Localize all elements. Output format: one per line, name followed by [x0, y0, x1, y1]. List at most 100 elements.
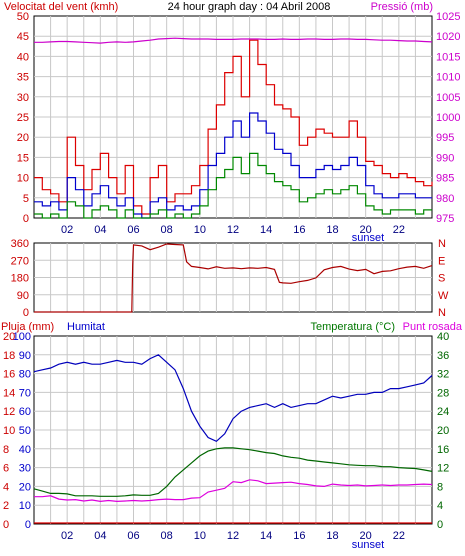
humidity-tick-label: 10 — [19, 500, 31, 512]
temperature-tick-label: 20 — [437, 425, 449, 437]
rain-tick-label: 16 — [3, 369, 15, 381]
wind-x-tick-label: 14 — [260, 224, 272, 236]
humidity-x-tick-label: 14 — [260, 530, 272, 542]
temperature-tick-label: 16 — [437, 444, 449, 456]
pressure-tick-label: 985 — [436, 173, 454, 185]
wind-tick-label: 10 — [17, 173, 29, 185]
rain-tick-label: 4 — [3, 481, 9, 493]
pressure-tick-label: 1000 — [436, 112, 460, 124]
humidity-tick-label: 50 — [19, 425, 31, 437]
humidity-x-tick-label: 18 — [326, 530, 338, 542]
humidity-x-tick-label: 12 — [227, 530, 239, 542]
pressure-tick-label: 1005 — [436, 92, 460, 104]
wind-x-tick-label: 16 — [293, 224, 305, 236]
temperature-line — [33, 447, 433, 497]
wind-tick-label: 15 — [17, 152, 29, 164]
wind-x-tick-label: 12 — [227, 224, 239, 236]
humidity-tick-label: 40 — [19, 444, 31, 456]
temperature-tick-label: 32 — [437, 369, 449, 381]
rain-tick-label: 6 — [3, 463, 9, 475]
compass-label: S — [438, 273, 445, 285]
wind-tick-label: 30 — [17, 92, 29, 104]
wind-x-tick-label: 10 — [194, 224, 206, 236]
humidity-tick-label: 80 — [19, 369, 31, 381]
compass-label: N — [438, 238, 446, 250]
pressure-tick-label: 1020 — [436, 31, 460, 43]
rain-tick-label: 18 — [3, 350, 15, 362]
wind-tick-label: 25 — [17, 112, 29, 124]
wind-x-tick-label: 18 — [326, 224, 338, 236]
pressure-tick-label: 1010 — [436, 72, 460, 84]
rain-tick-label: 2 — [3, 500, 9, 512]
pressure-tick-label: 980 — [436, 193, 454, 205]
wind-tick-label: 40 — [17, 51, 29, 63]
pressure-line — [34, 37, 433, 44]
wind-low-line — [34, 152, 432, 219]
temperature-label: Temperatura (°C) — [311, 321, 395, 333]
graph-title: 24 hour graph day : 04 Abril 2008 — [168, 1, 331, 13]
wind-x-tick-label: 04 — [94, 224, 106, 236]
humidity-tick-label: 90 — [19, 350, 31, 362]
wind-panel: Velocitat del vent (kmh) Pressió (mb) su… — [4, 1, 433, 244]
wind-tick-label: 5 — [23, 193, 29, 205]
wind-tick-label: 0 — [23, 213, 29, 225]
rain-tick-label: 8 — [3, 444, 9, 456]
rain-tick-label: 20 — [3, 331, 15, 343]
wind-x-tick-label: 06 — [127, 224, 139, 236]
temperature-tick-label: 36 — [437, 350, 449, 362]
direction-tick-label: 90 — [17, 290, 29, 302]
rain-label: Pluja (mm) — [1, 321, 54, 333]
humidity-x-tick-label: 22 — [393, 530, 405, 542]
compass-label: E — [438, 255, 445, 267]
dewpoint-label: Punt rosada — [403, 321, 463, 333]
compass-label: W — [438, 290, 449, 302]
wind-x-tick-label: 08 — [161, 224, 173, 236]
compass-label: N — [438, 307, 446, 319]
humidity-tick-label: 20 — [19, 481, 31, 493]
wind-tick-label: 50 — [17, 11, 29, 23]
rain-tick-label: 12 — [3, 406, 15, 418]
rain-tick-label: 14 — [3, 387, 15, 399]
wind-tick-label: 20 — [17, 132, 29, 144]
temperature-tick-label: 24 — [437, 406, 449, 418]
pressure-tick-label: 990 — [436, 152, 454, 164]
temperature-tick-label: 8 — [437, 481, 443, 493]
humidity-x-tick-label: 06 — [127, 530, 139, 542]
temperature-tick-label: 12 — [437, 463, 449, 475]
pressure-tick-label: 1025 — [436, 11, 460, 23]
pressure-tick-label: 975 — [436, 213, 454, 225]
wind-x-tick-label: 02 — [61, 224, 73, 236]
direction-tick-label: 360 — [11, 238, 29, 250]
rain-tick-label: 0 — [3, 519, 9, 531]
wind-gust-line — [34, 39, 433, 215]
humidity-x-tick-label: 10 — [194, 530, 206, 542]
wind-x-tick-label: 20 — [360, 224, 372, 236]
wind-tick-label: 45 — [17, 31, 29, 43]
humidity-x-tick-label: 02 — [61, 530, 73, 542]
humidity-tick-label: 70 — [19, 387, 31, 399]
direction-line — [34, 243, 433, 313]
dewpoint-line — [34, 479, 433, 503]
rain-tick-label: 10 — [3, 425, 15, 437]
wind-tick-label: 35 — [17, 72, 29, 84]
temperature-tick-label: 28 — [437, 387, 449, 399]
pressure-tick-label: 1015 — [436, 51, 460, 63]
wind-x-tick-label: 22 — [393, 224, 405, 236]
humidity-tick-label: 0 — [25, 519, 31, 531]
direction-tick-label: 180 — [11, 273, 29, 285]
direction-tick-label: 270 — [11, 255, 29, 267]
humidity-x-tick-label: 16 — [293, 530, 305, 542]
humidity-x-tick-label: 08 — [161, 530, 173, 542]
pressure-label: Pressió (mb) — [371, 1, 433, 13]
humidity-tick-label: 30 — [19, 463, 31, 475]
humidity-line — [33, 354, 433, 443]
wind-average-line — [34, 112, 432, 219]
humidity-tick-label: 100 — [13, 331, 31, 343]
humidity-temp-panel: Pluja (mm) Humitat Temperatura (°C) Punt… — [1, 321, 463, 551]
humidity-x-tick-label: 04 — [94, 530, 106, 542]
humidity-x-tick-label: 20 — [360, 530, 372, 542]
humidity-tick-label: 60 — [19, 406, 31, 418]
temperature-tick-label: 4 — [437, 500, 443, 512]
pressure-tick-label: 995 — [436, 132, 454, 144]
